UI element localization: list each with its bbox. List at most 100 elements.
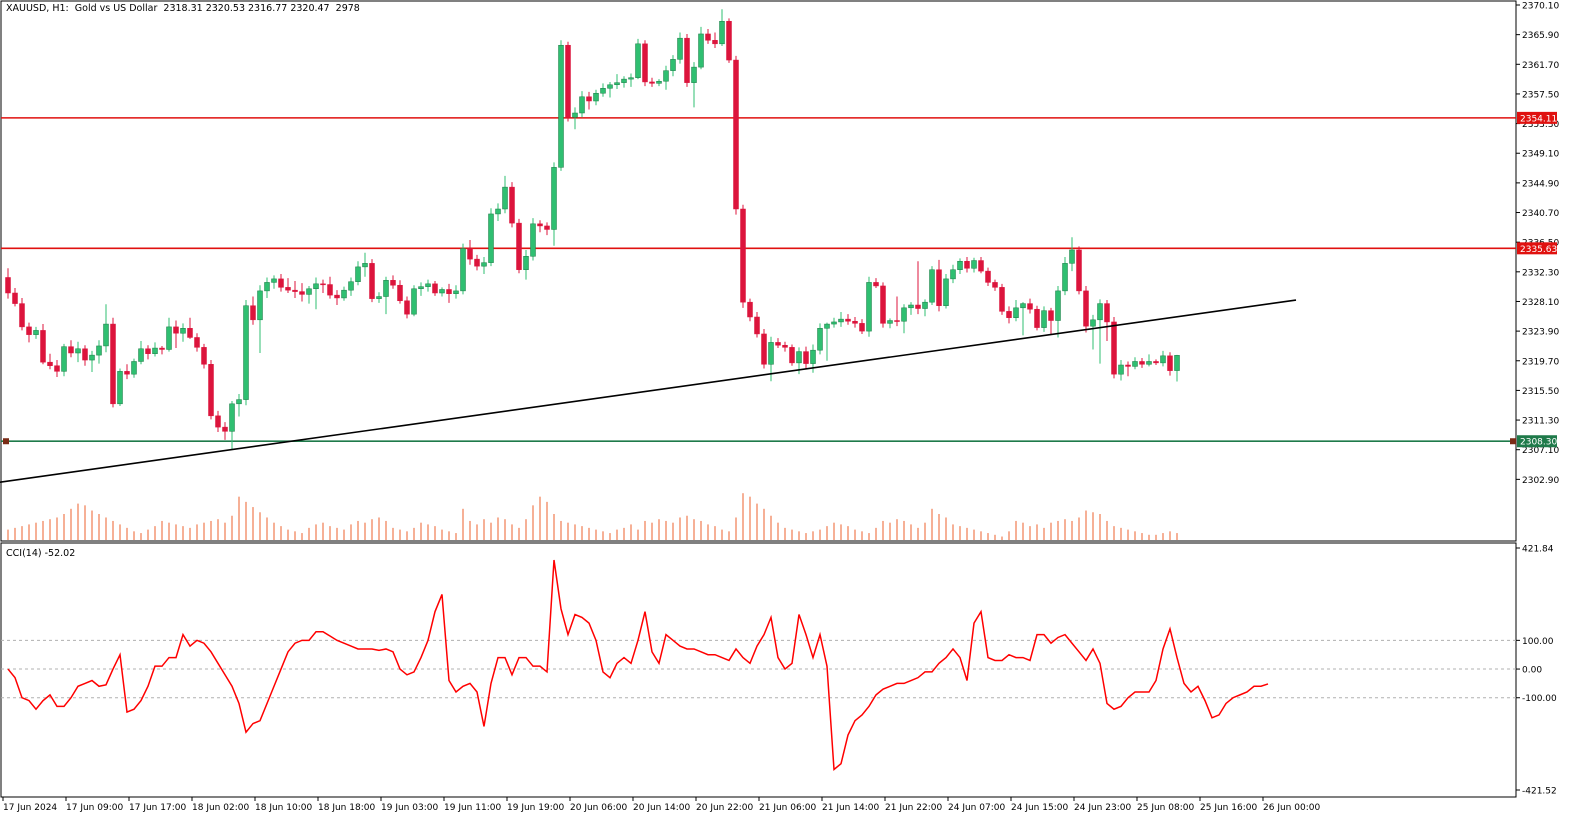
- candle: [278, 273, 284, 292]
- price-tick-label: 2311.30: [1522, 417, 1559, 427]
- price-tick-label: 2328.10: [1522, 298, 1559, 308]
- candle: [495, 203, 501, 221]
- candle: [460, 243, 466, 295]
- cci-line: [7, 559, 1269, 771]
- time-tick-label: 25 Jun 08:00: [1137, 803, 1194, 813]
- candle-body: [439, 289, 445, 294]
- candle: [712, 32, 718, 49]
- candle-body: [96, 345, 102, 356]
- candle-body: [796, 351, 802, 364]
- candle: [747, 298, 753, 322]
- price-tick-label: 2302.90: [1522, 476, 1559, 486]
- candle: [544, 222, 550, 236]
- candle-body: [887, 320, 893, 324]
- cci-tick-label: 0.00: [1522, 666, 1542, 676]
- level-price-label: 2354.11: [1520, 114, 1557, 124]
- candle-body: [754, 316, 760, 335]
- cci-tick-label: -100.00: [1522, 694, 1557, 704]
- candle-body: [971, 260, 977, 269]
- candle: [1083, 285, 1089, 333]
- candle-body: [852, 320, 858, 324]
- candle: [1153, 359, 1159, 365]
- level-anchor-left: [3, 438, 9, 445]
- price-tick-label: 2353.30: [1522, 120, 1559, 130]
- candle-body: [187, 328, 193, 338]
- candle-body: [481, 262, 487, 267]
- candle: [117, 368, 123, 406]
- candle-body: [733, 59, 739, 210]
- candle-body: [236, 399, 242, 405]
- time-tick-label: 17 Jun 17:00: [129, 803, 186, 813]
- candle-body: [656, 80, 662, 84]
- candle-body: [117, 371, 123, 405]
- candle: [292, 281, 298, 298]
- candle-body: [1027, 303, 1033, 310]
- trend-line: [0, 299, 1297, 483]
- time-tick-label: 17 Jun 09:00: [66, 803, 123, 813]
- candle: [1041, 306, 1047, 332]
- time-tick-label: 25 Jun 16:00: [1200, 803, 1257, 813]
- candle-body: [894, 320, 900, 322]
- candle: [467, 240, 473, 265]
- candle-body: [1034, 308, 1040, 328]
- candle-body: [1055, 290, 1061, 321]
- candle: [47, 353, 53, 370]
- level-price-label: 2308.30: [1520, 438, 1557, 448]
- candle-body: [593, 92, 599, 102]
- candle: [355, 261, 361, 286]
- time-tick-label: 24 Jun 23:00: [1074, 803, 1131, 813]
- time-tick-label: 21 Jun 22:00: [885, 803, 942, 813]
- candle: [1062, 257, 1068, 296]
- candle: [698, 26, 704, 70]
- candle: [565, 41, 571, 122]
- candle-body: [768, 342, 774, 365]
- candle: [404, 296, 410, 319]
- candle-body: [810, 349, 816, 364]
- price-tick-label: 2357.50: [1522, 90, 1559, 100]
- candle-body: [1020, 303, 1026, 309]
- candle: [1055, 285, 1061, 338]
- candle-body: [817, 328, 823, 351]
- candle-body: [992, 282, 998, 288]
- candle-body: [579, 96, 585, 114]
- candle-body: [663, 70, 669, 82]
- candle: [180, 323, 186, 342]
- candle-body: [446, 289, 452, 294]
- candle-body: [964, 260, 970, 269]
- candle: [33, 326, 39, 339]
- candle-body: [621, 78, 627, 83]
- symbol-label: XAUUSD: [6, 3, 47, 14]
- candle: [1013, 300, 1019, 322]
- cci-tick-label: 421.84: [1522, 545, 1554, 555]
- candle: [530, 218, 536, 261]
- candle-body: [957, 260, 963, 270]
- volume-bars: [7, 493, 1178, 540]
- candle: [1034, 305, 1040, 331]
- candle-body: [1167, 355, 1173, 371]
- candle: [1090, 314, 1096, 350]
- candle: [628, 73, 634, 87]
- candle-body: [712, 40, 718, 45]
- candle: [607, 81, 613, 98]
- candle-body: [355, 266, 361, 282]
- candle: [425, 279, 431, 292]
- candle: [488, 208, 494, 267]
- candle-body: [376, 296, 382, 299]
- candle-body: [453, 290, 459, 294]
- candle-body: [684, 37, 690, 83]
- candle-body: [558, 44, 564, 168]
- candle-body: [222, 426, 228, 432]
- candle: [1020, 302, 1026, 336]
- candle: [299, 283, 305, 302]
- candle-body: [103, 323, 109, 347]
- candle-body: [642, 43, 648, 83]
- candle: [236, 393, 242, 417]
- candle: [19, 297, 25, 331]
- candle-body: [726, 20, 732, 61]
- volume-readout: 2978: [335, 3, 360, 14]
- candle: [649, 77, 655, 87]
- time-axis: 17 Jun 2024 17 Jun 09:00 17 Jun 17:00 18 Ju…: [2, 797, 1320, 813]
- time-tick-label: 26 Jun 00:00: [1263, 803, 1320, 813]
